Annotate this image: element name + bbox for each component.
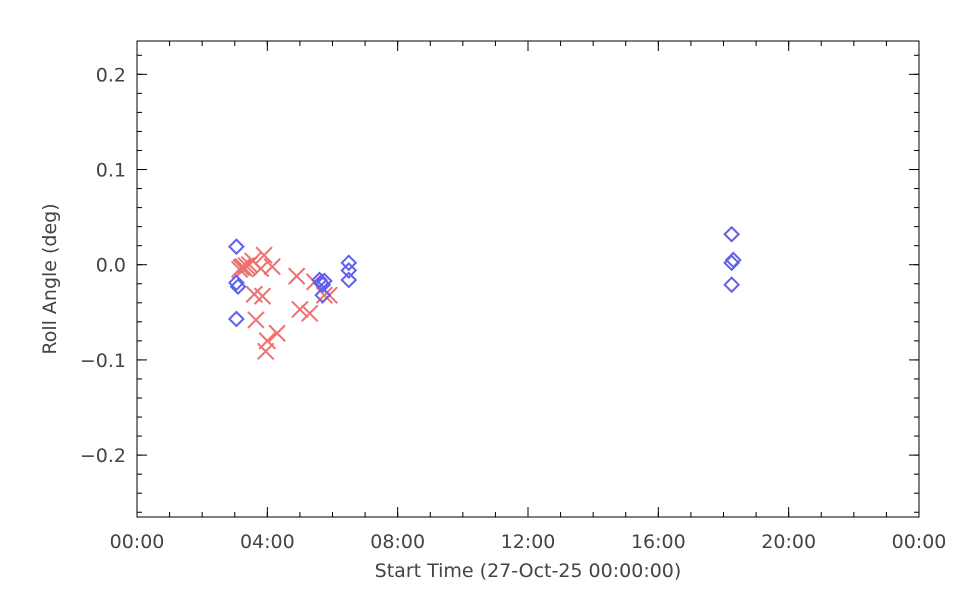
diamond-marker-point [227, 274, 245, 292]
x-marker-point [256, 342, 275, 361]
y-tick-label: 0.0 [96, 255, 126, 277]
diamond-marker-point [723, 225, 741, 243]
y-tick-label: −0.1 [80, 350, 126, 372]
major-ticks [136, 41, 920, 517]
y-tick-labels: −0.2 −0.1 0.0 0.1 0.2 [80, 64, 126, 467]
x-axis-title: Start Time (27-Oct-25 00:00:00) [375, 560, 682, 582]
x-marker-point [258, 332, 277, 350]
y-tick-label: 0.1 [96, 160, 126, 182]
diamond-marker-point [227, 238, 245, 256]
x-marker-point [253, 287, 272, 305]
diamond-marker-point [340, 262, 358, 279]
diamond-marker-point [227, 310, 245, 328]
diamond-marker-point [340, 271, 358, 289]
diamond-marker-point [314, 286, 332, 304]
x-marker-point [268, 324, 286, 342]
x-marker-point [255, 246, 273, 264]
x-marker-point [291, 300, 309, 319]
x-marker-point [287, 267, 306, 285]
diamond-marker-point [315, 272, 333, 290]
x-marker-point [300, 304, 319, 322]
diamond-marker-point [723, 254, 741, 272]
x-marker-point [315, 286, 334, 304]
x-tick-label: 16:00 [631, 531, 686, 553]
x-tick-label: 12:00 [501, 531, 556, 553]
y-axis-title: Roll Angle (deg) [39, 203, 61, 354]
data-markers [227, 225, 742, 361]
x-marker-point [247, 311, 265, 329]
minor-ticks [136, 41, 920, 517]
diamond-marker-point [340, 254, 358, 272]
x-marker-point [263, 257, 281, 276]
y-tick-label: −0.2 [80, 445, 126, 467]
diamond-marker-point [723, 276, 741, 294]
x-tick-label: 20:00 [761, 531, 816, 553]
x-tick-labels: 00:00 04:00 08:00 12:00 16:00 20:00 00:00 [110, 531, 947, 553]
x-tick-label: 00:00 [892, 531, 947, 553]
plot-frame [136, 40, 920, 518]
x-tick-label: 08:00 [370, 531, 425, 553]
x-marker-point [252, 259, 270, 278]
x-tick-label: 00:00 [110, 531, 165, 553]
y-tick-label: 0.2 [96, 64, 126, 86]
diamond-marker-point [229, 278, 247, 296]
x-tick-label: 04:00 [240, 531, 295, 553]
